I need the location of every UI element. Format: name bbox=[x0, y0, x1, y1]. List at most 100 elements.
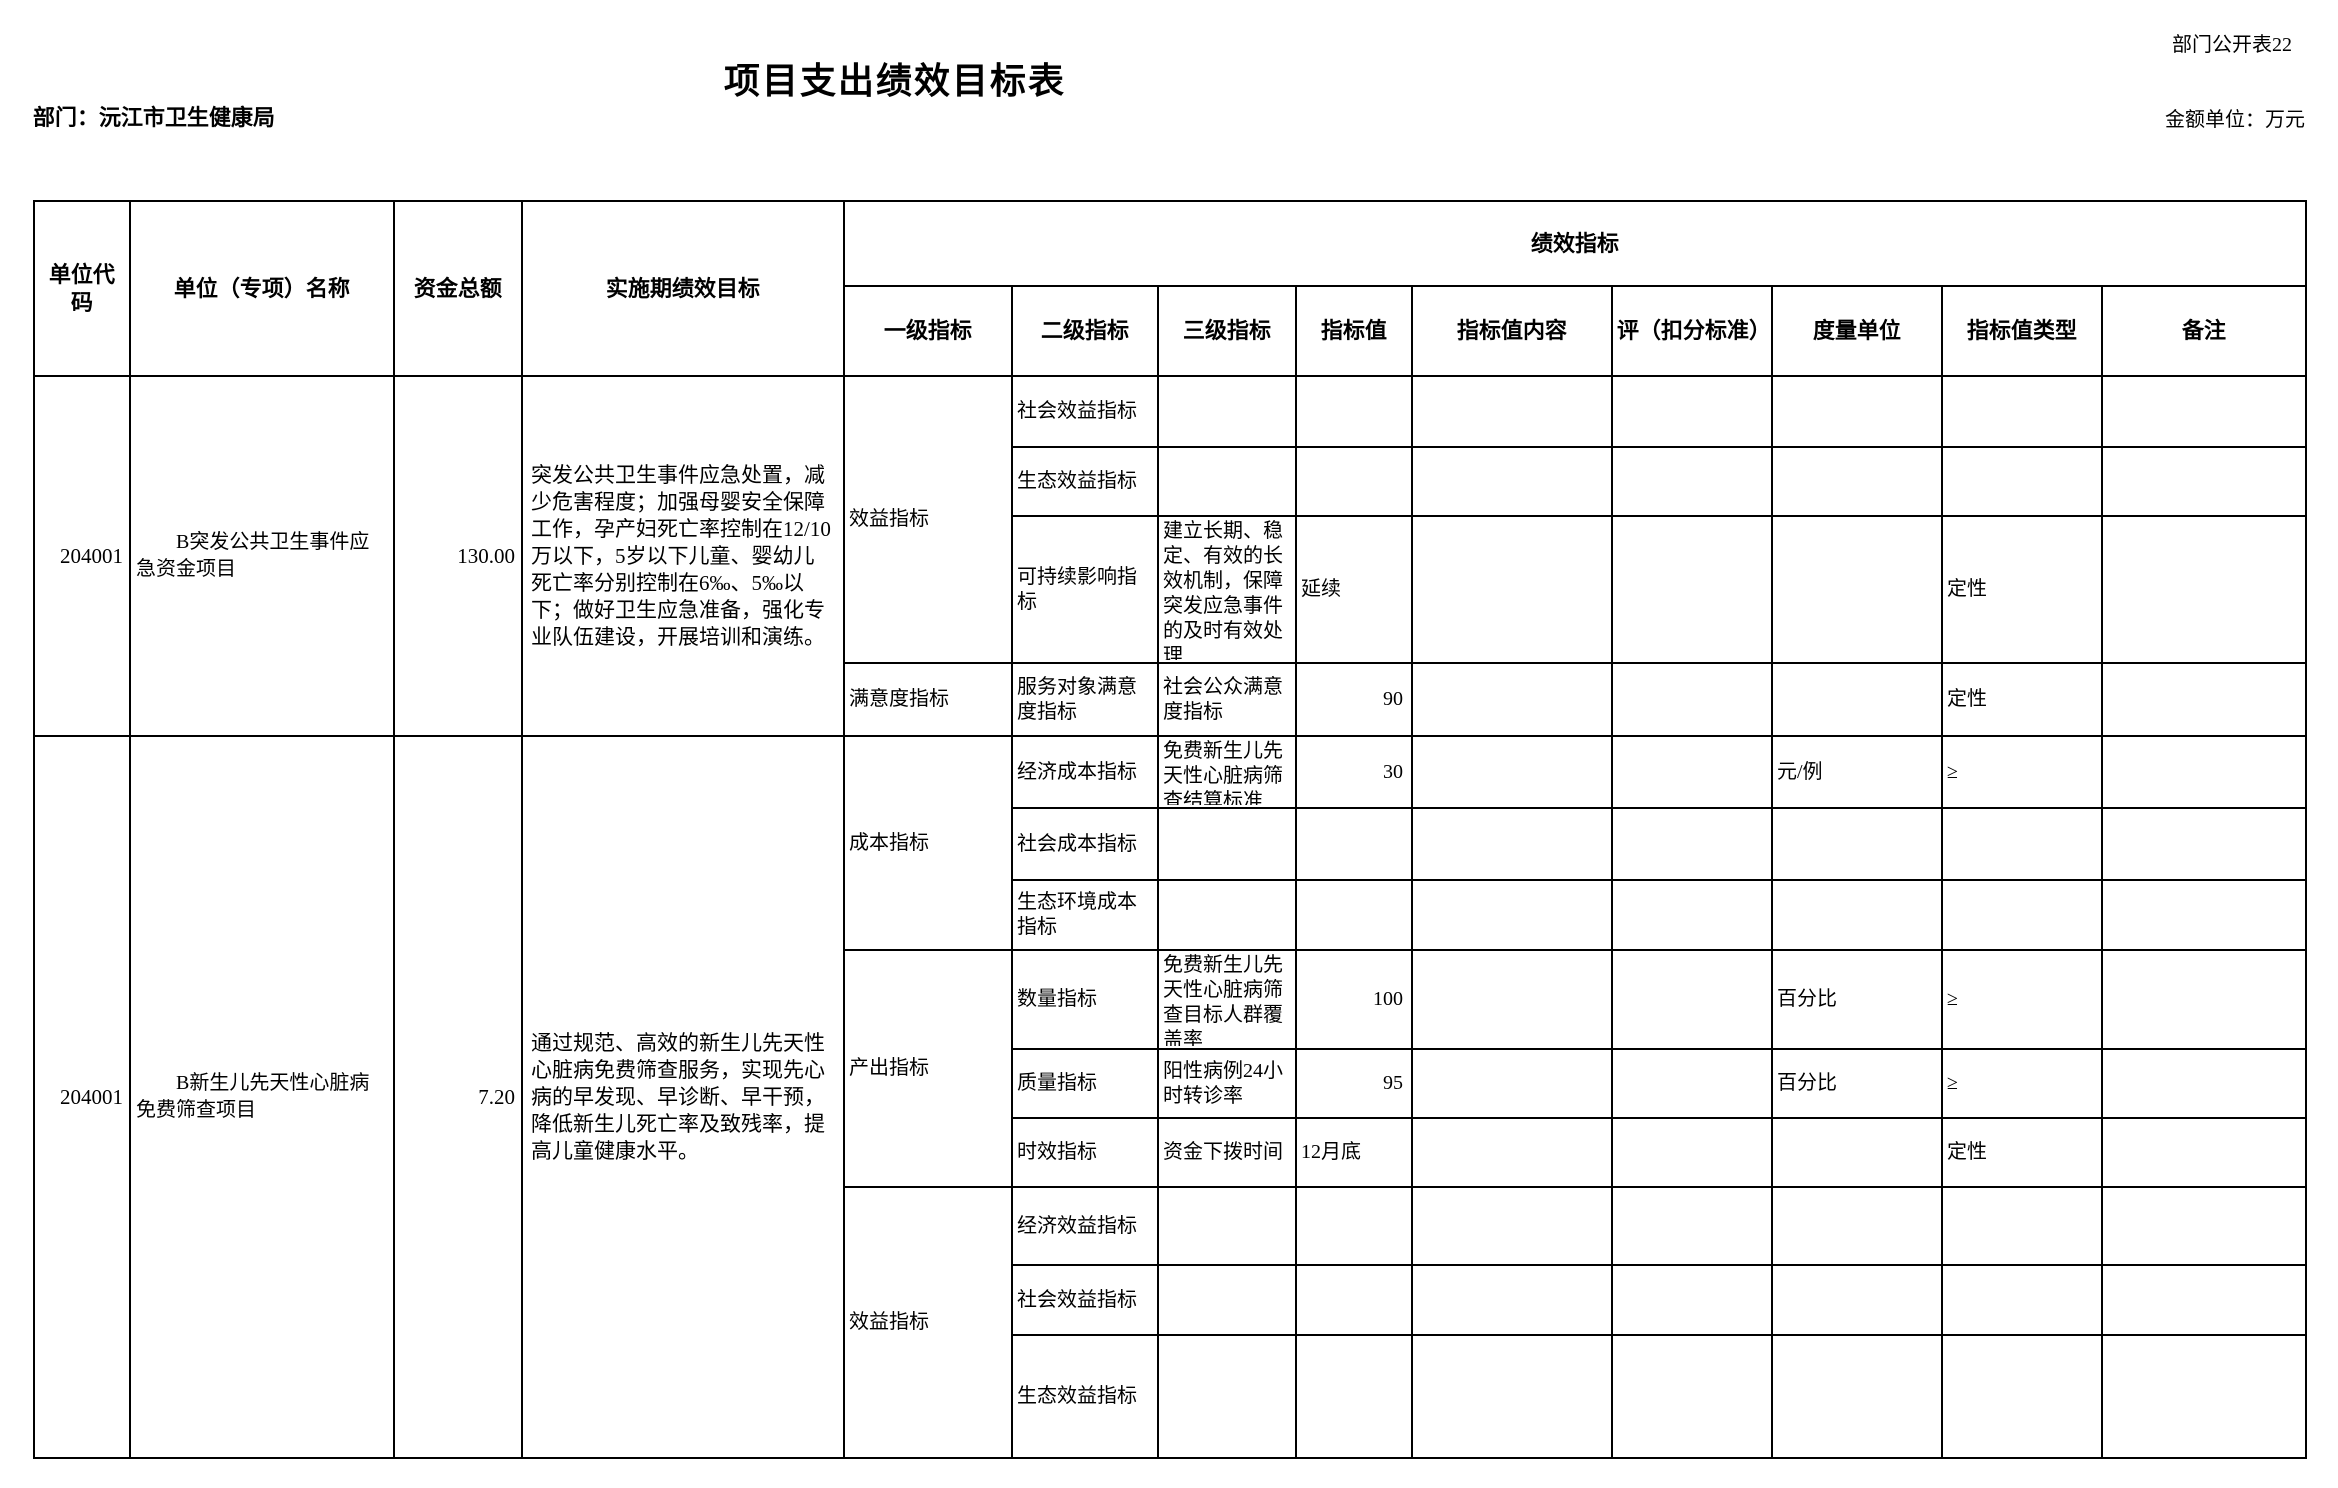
cell-value bbox=[1295, 1264, 1413, 1336]
cell-level2: 经济效益指标 bbox=[1011, 1186, 1159, 1266]
table-row: 204001 B突发公共卫生事件应急资金项目 130.00 突发公共卫生事件应急… bbox=[33, 375, 2307, 737]
cell-unit-code: 204001 bbox=[33, 375, 131, 737]
corner-label: 部门公开表22 bbox=[2172, 34, 2292, 56]
header-row-sub: 一级指标 二级指标 三级指标 指标值 指标值内容 评（扣分标准） 度量单位 指标… bbox=[34, 285, 2307, 377]
cell-level2: 社会效益指标 bbox=[1011, 375, 1159, 448]
cell-level2: 社会成本指标 bbox=[1011, 807, 1159, 881]
cell-uom: 百分比 bbox=[1771, 949, 1943, 1050]
table-row: 生态效益指标 bbox=[34, 1334, 2307, 1459]
cell-value bbox=[1295, 375, 1413, 448]
cell-value-content bbox=[1411, 807, 1613, 881]
cell-level1: 成本指标 bbox=[843, 735, 1013, 951]
cell-value-type bbox=[1941, 446, 2103, 517]
performance-target-table: 单位代码 单位（专项）名称 资金总额 实施期绩效目标 绩效指标 一级指标 二级指… bbox=[33, 200, 2307, 1459]
cell-value: 30 bbox=[1295, 735, 1413, 809]
cell-uom bbox=[1771, 515, 1943, 664]
table-row: 可持续影响指标 建立长期、稳定、有效的长效机制，保障突发应急事件的及时有效处理 … bbox=[34, 515, 2307, 664]
cell-remark bbox=[2101, 807, 2307, 881]
cell-level3: 免费新生儿先天性心脏病筛查结算标准 bbox=[1157, 735, 1297, 809]
cell-value-content bbox=[1411, 375, 1613, 448]
cell-value bbox=[1295, 1186, 1413, 1266]
col-remark: 备注 bbox=[2101, 285, 2307, 377]
cell-value: 95 bbox=[1295, 1048, 1413, 1119]
cell-level2: 生态效益指标 bbox=[1011, 446, 1159, 517]
cell-period-goal: 通过规范、高效的新生儿先天性心脏病免费筛查服务，实现先心病的早发现、早诊断、早干… bbox=[521, 735, 845, 1459]
cell-total-funds: 7.20 bbox=[393, 735, 523, 1459]
cell-level3 bbox=[1157, 375, 1297, 448]
cell-value-type bbox=[1941, 879, 2103, 951]
table-row: 质量指标 阳性病例24小时转诊率 95 百分比 ≥ bbox=[34, 1048, 2307, 1119]
cell-scoring bbox=[1611, 879, 1773, 951]
col-total-funds: 资金总额 bbox=[393, 200, 523, 377]
cell-level3: 社会公众满意度指标 bbox=[1157, 662, 1297, 737]
cell-remark bbox=[2101, 662, 2307, 737]
cell-scoring bbox=[1611, 662, 1773, 737]
cell-scoring bbox=[1611, 1117, 1773, 1188]
col-level2: 二级指标 bbox=[1011, 285, 1159, 377]
table-row: 效益指标 经济效益指标 bbox=[34, 1186, 2307, 1459]
cell-scoring bbox=[1611, 446, 1773, 517]
cell-value-type: ≥ bbox=[1941, 735, 2103, 809]
cell-remark bbox=[2101, 879, 2307, 951]
cell-remark bbox=[2101, 735, 2307, 809]
page-title: 项目支出绩效目标表 bbox=[723, 61, 1066, 101]
col-period-goal: 实施期绩效目标 bbox=[521, 200, 845, 377]
cell-value-type: ≥ bbox=[1941, 949, 2103, 1050]
cell-period-goal: 突发公共卫生事件应急处置，减少危害程度；加强母婴安全保障工作，孕产妇死亡率控制在… bbox=[521, 375, 845, 737]
col-value: 指标值 bbox=[1295, 285, 1413, 377]
cell-value: 100 bbox=[1295, 949, 1413, 1050]
cell-scoring bbox=[1611, 1186, 1773, 1266]
table-row: 时效指标 资金下拨时间 12月底 定性 bbox=[34, 1117, 2307, 1188]
cell-value-content bbox=[1411, 879, 1613, 951]
cell-value-content bbox=[1411, 446, 1613, 517]
cell-level3: 建立长期、稳定、有效的长效机制，保障突发应急事件的及时有效处理 bbox=[1157, 515, 1297, 664]
cell-level2: 可持续影响指标 bbox=[1011, 515, 1159, 664]
cell-value-type bbox=[1941, 1334, 2103, 1459]
cell-value: 90 bbox=[1295, 662, 1413, 737]
cell-value-content bbox=[1411, 1334, 1613, 1459]
cell-remark bbox=[2101, 446, 2307, 517]
cell-level2: 服务对象满意度指标 bbox=[1011, 662, 1159, 737]
cell-scoring bbox=[1611, 807, 1773, 881]
cell-remark bbox=[2101, 1186, 2307, 1266]
cell-level2: 时效指标 bbox=[1011, 1117, 1159, 1188]
cell-scoring bbox=[1611, 1264, 1773, 1336]
cell-value-type: 定性 bbox=[1941, 1117, 2103, 1188]
col-unit-of-measure: 度量单位 bbox=[1771, 285, 1943, 377]
table-row: 满意度指标 服务对象满意度指标 社会公众满意度指标 90 定性 bbox=[34, 662, 2307, 737]
cell-value-type bbox=[1941, 375, 2103, 448]
cell-value-content bbox=[1411, 662, 1613, 737]
cell-remark bbox=[2101, 1048, 2307, 1119]
cell-value bbox=[1295, 879, 1413, 951]
cell-level3 bbox=[1157, 879, 1297, 951]
cell-remark bbox=[2101, 1264, 2307, 1336]
cell-scoring bbox=[1611, 375, 1773, 448]
cell-uom bbox=[1771, 1186, 1943, 1266]
cell-value-content bbox=[1411, 1117, 1613, 1188]
cell-uom bbox=[1771, 807, 1943, 881]
cell-scoring bbox=[1611, 515, 1773, 664]
cell-level1: 效益指标 bbox=[843, 375, 1013, 664]
cell-uom bbox=[1771, 375, 1943, 448]
col-value-type: 指标值类型 bbox=[1941, 285, 2103, 377]
cell-value: 12月底 bbox=[1295, 1117, 1413, 1188]
cell-scoring bbox=[1611, 735, 1773, 809]
cell-unit-name: B突发公共卫生事件应急资金项目 bbox=[129, 375, 395, 737]
header-row-group: 单位代码 单位（专项）名称 资金总额 实施期绩效目标 绩效指标 bbox=[33, 200, 2307, 377]
cell-level3 bbox=[1157, 446, 1297, 517]
amount-unit-label: 金额单位：万元 bbox=[2165, 109, 2305, 131]
cell-level2: 数量指标 bbox=[1011, 949, 1159, 1050]
cell-uom: 百分比 bbox=[1771, 1048, 1943, 1119]
col-level1: 一级指标 bbox=[843, 285, 1013, 377]
col-unit-name: 单位（专项）名称 bbox=[129, 200, 395, 377]
cell-remark bbox=[2101, 1117, 2307, 1188]
cell-value-content bbox=[1411, 515, 1613, 664]
cell-value bbox=[1295, 1334, 1413, 1459]
cell-value-type: ≥ bbox=[1941, 1048, 2103, 1119]
cell-level3: 免费新生儿先天性心脏病筛查目标人群覆盖率 bbox=[1157, 949, 1297, 1050]
cell-value-type bbox=[1941, 807, 2103, 881]
cell-remark bbox=[2101, 515, 2307, 664]
table-row: 204001 B新生儿先天性心脏病免费筛查项目 7.20 通过规范、高效的新生儿… bbox=[33, 735, 2307, 1459]
cell-scoring bbox=[1611, 1048, 1773, 1119]
cell-scoring bbox=[1611, 1334, 1773, 1459]
